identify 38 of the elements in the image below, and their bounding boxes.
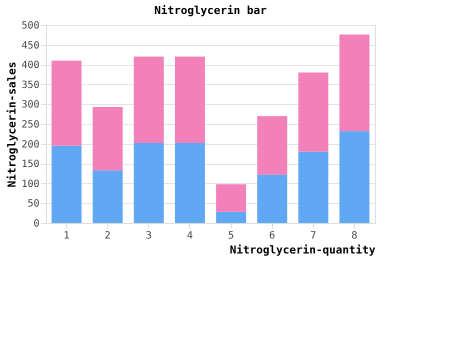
y-tick-label: 150 [21,159,40,170]
x-tick-label: 2 [104,230,111,242]
bar [216,184,246,212]
bar [92,170,123,223]
bar [174,56,205,144]
bar [298,72,328,152]
x-tick-label: 1 [64,230,70,242]
bar [52,146,82,223]
y-tick-label: 0 [33,218,40,230]
bar [257,174,288,223]
x-tick-label: 3 [146,230,152,242]
chart-title: Nitroglycerin bar [154,4,268,17]
x-axis-title: Nitroglycerin-quantity [230,244,376,256]
x-tick-label: 5 [228,230,234,242]
y-tick-label: 450 [21,40,40,52]
y-tick-label: 200 [21,139,40,150]
y-tick-label: 100 [21,178,40,190]
x-tick-label: 7 [310,230,316,242]
x-tick-label: 4 [186,230,193,242]
x-tick-label: 8 [351,230,358,242]
bar [174,143,205,223]
bar [216,212,246,223]
bar [298,152,328,223]
y-tick-label: 250 [21,120,40,130]
y-axis-title: Nitroglycerin-sales [5,62,18,188]
y-tick-label: 400 [21,60,40,72]
bar [257,116,288,175]
y-tick-label: 500 [21,20,40,32]
bar [134,143,164,223]
bar [339,34,370,132]
bar [92,106,123,170]
bar [52,60,82,146]
y-tick-label: 350 [21,80,40,91]
y-tick-label: 50 [27,198,40,210]
y-tick-label: 300 [21,100,40,111]
bar [134,56,164,144]
bar [339,131,370,223]
x-tick-label: 6 [269,230,276,242]
